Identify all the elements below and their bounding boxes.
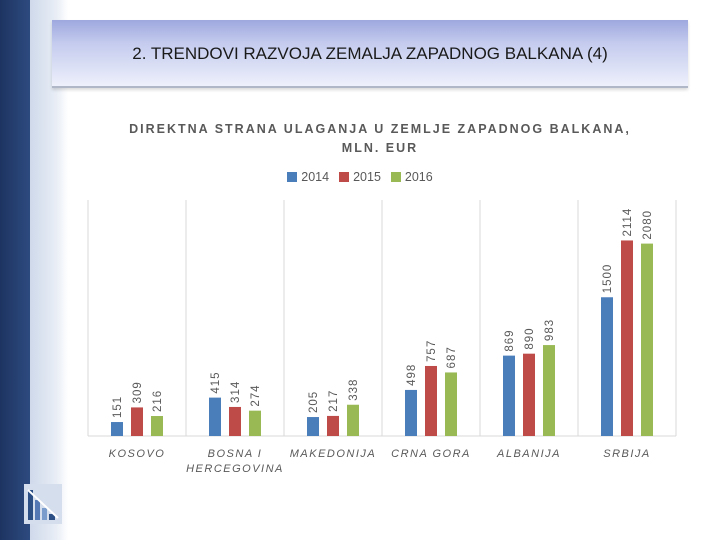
data-label: 314 bbox=[230, 381, 242, 403]
data-label: 983 bbox=[544, 319, 556, 341]
category-label: ALBANIJA bbox=[496, 448, 561, 460]
bar-2016 bbox=[641, 243, 653, 436]
bar-2016 bbox=[347, 404, 359, 436]
bar-2015 bbox=[327, 415, 339, 436]
bar-2016 bbox=[543, 345, 555, 436]
bar-2015 bbox=[131, 407, 143, 436]
bar-2014 bbox=[209, 397, 221, 436]
data-label: 2080 bbox=[642, 210, 654, 240]
legend-label-2016: 2016 bbox=[404, 170, 433, 184]
data-label: 687 bbox=[446, 346, 458, 368]
data-label: 217 bbox=[328, 390, 340, 412]
data-label: 216 bbox=[152, 390, 164, 412]
bar-2014 bbox=[601, 297, 613, 436]
chart-legend: 2014 2015 2016 bbox=[0, 170, 720, 184]
legend-label-2014: 2014 bbox=[301, 170, 330, 184]
bar-2015 bbox=[229, 406, 241, 436]
data-label: 274 bbox=[250, 384, 262, 406]
title-band bbox=[52, 20, 688, 88]
data-label: 205 bbox=[308, 391, 320, 413]
data-label: 869 bbox=[504, 329, 516, 351]
bar-2015 bbox=[621, 240, 633, 436]
data-label: 338 bbox=[348, 379, 360, 401]
chart-title: DIREKTNA STRANA ULAGANJA U ZEMLJE ZAPADN… bbox=[100, 120, 660, 158]
logo-icon bbox=[24, 484, 62, 524]
data-label: 415 bbox=[210, 371, 222, 393]
category-label: HERCEGOVINA bbox=[186, 463, 284, 475]
bar-2016 bbox=[445, 372, 457, 436]
bar-2014 bbox=[307, 417, 319, 436]
category-label: SRBIJA bbox=[603, 448, 651, 460]
chart-title-line-2: MLN. EUR bbox=[341, 141, 419, 155]
data-label: 757 bbox=[426, 340, 438, 362]
bar-2016 bbox=[151, 416, 163, 436]
data-label: 498 bbox=[406, 364, 418, 386]
bar-2016 bbox=[249, 410, 261, 436]
legend-swatch-2016 bbox=[390, 172, 401, 182]
data-label: 2114 bbox=[622, 208, 634, 237]
side-bar-dark bbox=[0, 0, 30, 540]
legend-swatch-2015 bbox=[339, 172, 350, 182]
bar-2015 bbox=[523, 353, 535, 436]
legend-label-2015: 2015 bbox=[353, 170, 381, 184]
side-bar-light bbox=[30, 0, 68, 540]
data-label: 890 bbox=[524, 327, 536, 349]
category-label: CRNA GORA bbox=[391, 448, 471, 460]
category-label: BOSNA I bbox=[208, 448, 263, 460]
category-label: MAKEDONIJA bbox=[290, 448, 377, 460]
bar-2014 bbox=[503, 355, 515, 436]
bar-2015 bbox=[425, 365, 437, 436]
data-label: 1500 bbox=[602, 264, 614, 294]
data-label: 309 bbox=[132, 381, 144, 403]
legend-item-2016: 2016 bbox=[390, 170, 433, 184]
chart-title-line-1: DIREKTNA STRANA ULAGANJA U ZEMLJE ZAPADN… bbox=[129, 122, 631, 136]
slide-title: 2. TRENDOVI RAZVOJA ZEMALJA ZAPADNOG BAL… bbox=[132, 44, 608, 63]
bar-2014 bbox=[111, 422, 123, 436]
data-label: 151 bbox=[112, 396, 124, 418]
bar-2014 bbox=[405, 389, 417, 436]
legend-item-2015: 2015 bbox=[339, 170, 381, 184]
legend-swatch-2014 bbox=[287, 172, 298, 182]
legend-item-2014: 2014 bbox=[287, 170, 329, 184]
category-label: KOSOVO bbox=[109, 448, 166, 460]
